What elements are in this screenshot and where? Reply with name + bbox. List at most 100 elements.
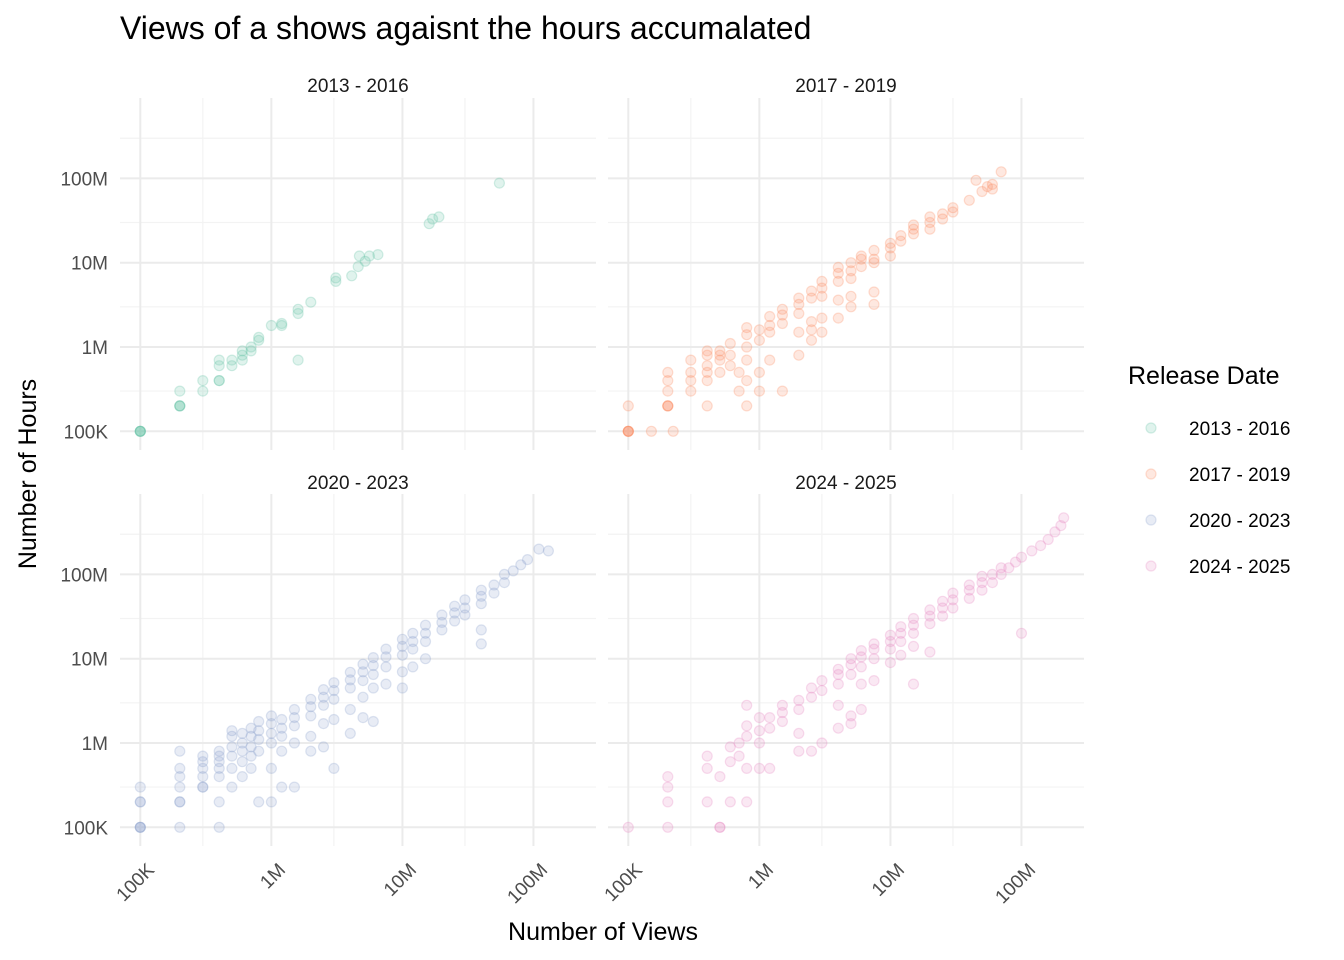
data-point [134,425,146,437]
data-point [498,568,510,581]
data-point [226,741,238,753]
x-axis-title: Number of Views [508,918,698,946]
data-point [936,595,949,607]
data-point [855,651,867,663]
chart-title: Views of a shows agaisnt the hours accum… [120,10,811,46]
data-point [288,703,300,716]
data-point [213,750,225,762]
data-point [226,762,238,775]
data-point [976,185,988,198]
data-point [245,341,257,353]
data-point [662,385,674,397]
data-point [947,594,959,606]
data-point [305,710,317,722]
data-point [907,678,920,690]
data-point [507,565,519,577]
data-point [816,684,828,697]
data-point [685,375,697,387]
data-point [963,592,975,605]
data-point [884,635,897,648]
data-point [265,717,277,730]
data-point [724,741,736,753]
data-point [276,317,288,330]
data-point [805,691,818,703]
data-point [253,733,265,746]
data-point [367,659,379,672]
data-point [701,750,713,762]
data-point [213,375,225,387]
data-point [197,762,209,775]
data-point [868,638,880,650]
data-point [741,322,753,334]
data-point [276,745,288,757]
data-point [449,607,461,619]
data-point [753,762,766,775]
data-point [292,354,304,366]
data-point [753,334,766,346]
data-point [265,762,277,775]
panel-strip-label: 2020 - 2023 [307,473,408,494]
data-point [741,730,753,742]
y-tick-label: 100K [64,818,109,839]
data-point [884,237,897,249]
data-point [357,658,369,670]
data-point [498,576,510,589]
data-point [741,329,753,341]
data-point [245,741,257,753]
data-point [868,253,880,265]
data-point [622,425,634,437]
data-point [265,737,277,749]
data-point [174,400,186,412]
data-point [832,312,844,324]
data-point [533,543,545,555]
data-point [845,301,857,313]
data-point [174,796,186,808]
data-point [895,621,907,633]
data-point [805,316,818,328]
data-point [265,710,277,722]
data-point [845,265,857,277]
data-point [776,715,789,728]
data-point [907,619,920,631]
data-point [963,579,975,591]
data-point [832,275,844,287]
data-point [832,699,844,711]
data-point [816,290,828,302]
data-point [305,296,317,308]
x-tick-label: 10M [380,860,421,901]
data-point [936,213,949,225]
panel-strip-label: 2013 - 2016 [307,76,408,97]
data-point [753,711,766,724]
data-point [197,770,209,783]
data-point [226,360,238,372]
x-tick-label: 100K [601,860,647,906]
data-point [895,230,907,242]
data-point [226,781,238,793]
data-point [753,366,766,378]
data-point [855,661,867,673]
data-point [197,750,209,762]
data-point [868,298,880,310]
data-point [622,400,634,412]
data-point [245,750,257,762]
data-point [805,334,818,346]
data-point [868,244,880,256]
data-point [816,326,828,338]
data-point [963,584,975,596]
data-point [816,275,828,287]
data-point [832,261,844,273]
data-point [380,661,392,673]
data-point [396,640,408,653]
data-point [346,270,358,282]
data-point [924,646,936,658]
data-point [701,366,713,378]
data-point [174,745,186,757]
data-point [793,298,805,310]
data-point [733,737,745,749]
y-axis-title: Number of Hours [14,379,42,569]
data-point [1058,512,1070,524]
data-point [317,717,330,730]
data-point [845,659,857,671]
data-point [924,618,936,630]
data-point [816,312,828,324]
